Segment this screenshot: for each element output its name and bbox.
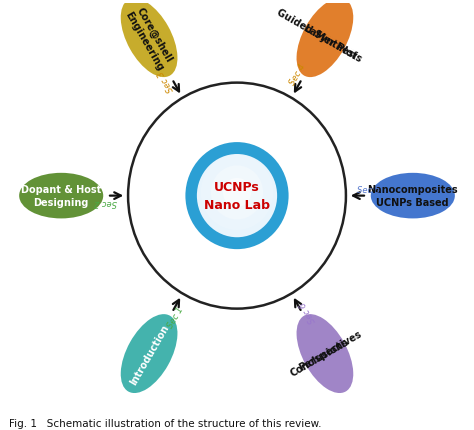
Text: Sec 5: Sec 5: [357, 186, 381, 195]
Ellipse shape: [121, 314, 177, 393]
Circle shape: [197, 155, 277, 238]
Text: Nano Lab: Nano Lab: [204, 198, 270, 212]
Circle shape: [201, 156, 273, 230]
Text: Perspectives: Perspectives: [297, 329, 364, 372]
Text: Guided Synthesis: Guided Synthesis: [275, 7, 364, 64]
Ellipse shape: [371, 173, 455, 219]
Text: Dopant & Host: Dopant & Host: [21, 185, 101, 195]
Text: Designing: Designing: [34, 197, 89, 208]
Text: Introduction: Introduction: [128, 322, 171, 386]
Text: UCNPs: UCNPs: [214, 181, 260, 194]
Ellipse shape: [297, 0, 353, 78]
Text: UCNPs Based: UCNPs Based: [376, 197, 449, 208]
Text: Conclusions: Conclusions: [289, 336, 351, 378]
Text: Nanocomposites: Nanocomposites: [367, 185, 458, 195]
Text: Sec 1: Sec 1: [166, 305, 186, 329]
Ellipse shape: [297, 314, 353, 393]
Text: Fig. 1   Schematic illustration of the structure of this review.: Fig. 1 Schematic illustration of the str…: [9, 418, 322, 428]
Circle shape: [211, 166, 263, 220]
Circle shape: [223, 178, 251, 208]
Text: Sec 4: Sec 4: [288, 63, 308, 87]
Text: Engineering: Engineering: [123, 10, 165, 73]
Text: Sec 2: Sec 2: [93, 198, 117, 206]
Ellipse shape: [19, 173, 103, 219]
Text: Sec 3: Sec 3: [156, 69, 176, 93]
Circle shape: [185, 143, 289, 249]
Ellipse shape: [121, 0, 177, 78]
Text: Core@shell: Core@shell: [135, 6, 174, 64]
Text: LaMer Plot: LaMer Plot: [302, 23, 358, 61]
Text: Sec 6: Sec 6: [298, 299, 318, 324]
